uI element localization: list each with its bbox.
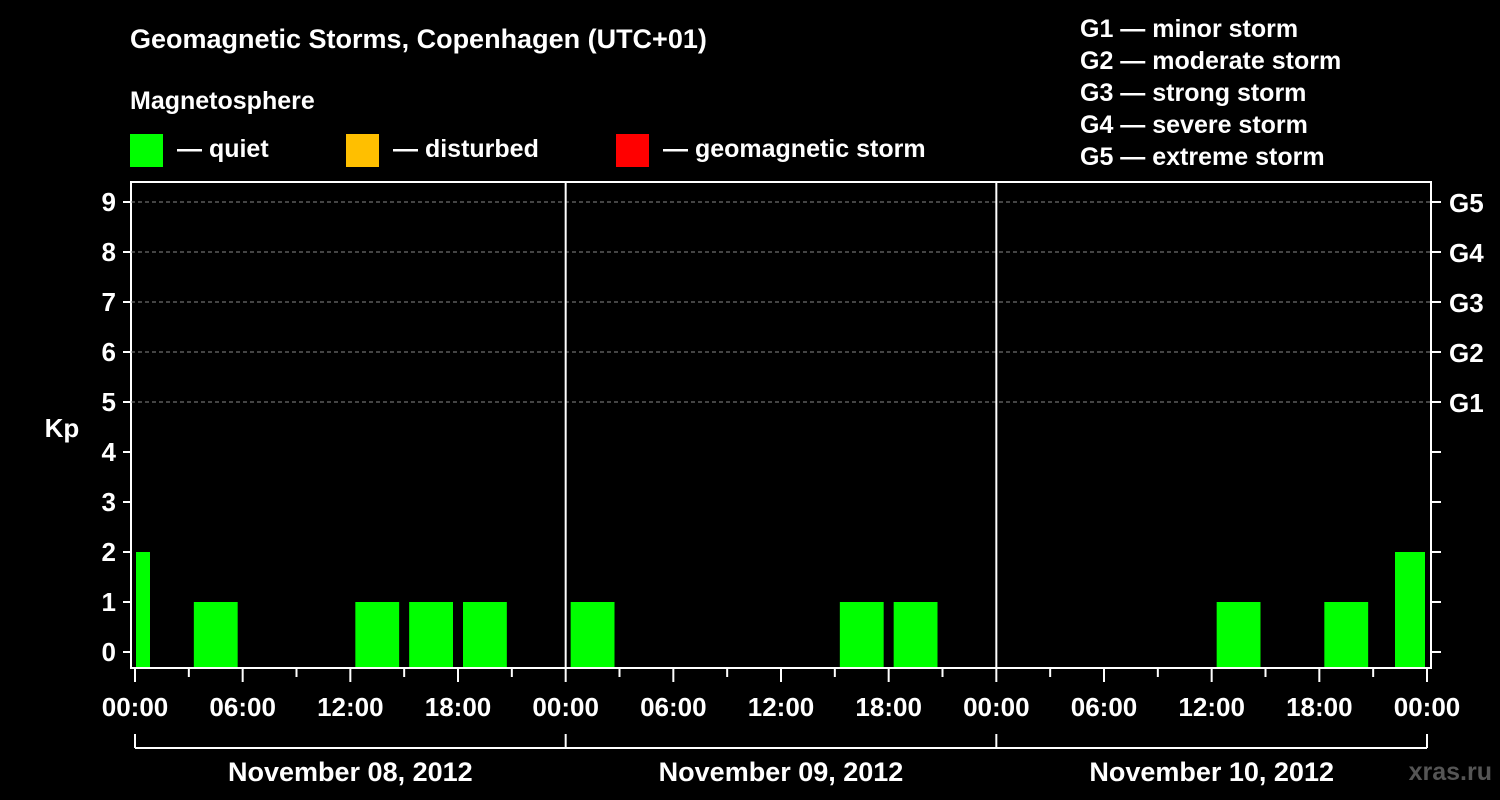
x-tick-label: 12:00 [317, 692, 384, 722]
g-level-label: G5 [1449, 188, 1484, 218]
y-tick-label: 0 [102, 637, 116, 667]
kp-bar [839, 602, 884, 667]
storm-scale-item: G1 — minor storm [1080, 15, 1298, 43]
legend-label: — disturbed [393, 135, 539, 163]
storm-scale-item: G2 — moderate storm [1080, 47, 1341, 75]
legend-label: — geomagnetic storm [663, 135, 926, 163]
legend: — quiet — disturbed — geomagnetic storm [130, 134, 926, 167]
day-label: November 08, 2012 [228, 757, 473, 787]
y-tick-label: 6 [102, 337, 116, 367]
x-tick-label: 18:00 [425, 692, 492, 722]
kp-bar [893, 602, 938, 667]
y-axis-label: Kp [45, 413, 80, 443]
kp-bar [463, 602, 507, 667]
y-tick-label: 9 [102, 187, 116, 217]
x-tick-label: 12:00 [748, 692, 815, 722]
kp-bar [355, 602, 400, 667]
legend-swatch [130, 134, 163, 167]
y-tick-label: 4 [102, 437, 117, 467]
storm-scale-legend: G1 — minor storm G2 — moderate storm G3 — … [1080, 15, 1341, 171]
y-tick-label: 5 [102, 387, 116, 417]
legend-label: — quiet [177, 135, 269, 163]
kp-bar [1216, 602, 1261, 667]
y-tick-label: 3 [102, 487, 116, 517]
y-tick-label: 8 [102, 237, 116, 267]
legend-swatch [616, 134, 649, 167]
legend-swatch [346, 134, 379, 167]
y-tick-label: 7 [102, 287, 116, 317]
x-tick-label: 00:00 [532, 692, 599, 722]
g-level-label: G2 [1449, 338, 1484, 368]
day-label: November 10, 2012 [1089, 757, 1334, 787]
x-tick-label: 18:00 [1286, 692, 1353, 722]
kp-bar [570, 602, 615, 667]
g-level-label: G1 [1449, 388, 1484, 418]
day-label: November 09, 2012 [659, 757, 904, 787]
y-tick-label: 2 [102, 537, 116, 567]
y-tick-label: 1 [102, 587, 116, 617]
x-tick-label: 06:00 [640, 692, 707, 722]
kp-bar [1324, 602, 1369, 667]
storm-scale-item: G5 — extreme storm [1080, 143, 1325, 171]
plot-frame [130, 181, 1432, 669]
x-tick-label: 06:00 [209, 692, 276, 722]
kp-bar [409, 602, 453, 667]
kp-bar [193, 602, 238, 667]
plot-area: 0 1 2 3 4 5 6 7 8 9 G1 G2 G3 G4 G5 00:00 06:00 12:00 18:00… [102, 181, 1484, 787]
g-level-label: G3 [1449, 288, 1484, 318]
magnetosphere-label: Magnetosphere [130, 87, 315, 115]
kp-bar [1395, 552, 1425, 667]
storm-scale-item: G4 — severe storm [1080, 111, 1308, 139]
kp-bar [136, 552, 150, 667]
x-tick-label: 06:00 [1071, 692, 1138, 722]
storm-scale-item: G3 — strong storm [1080, 79, 1306, 107]
watermark: xras.ru [1409, 758, 1492, 786]
x-tick-label: 00:00 [963, 692, 1030, 722]
g-level-label: G4 [1449, 238, 1484, 268]
x-tick-label: 12:00 [1178, 692, 1245, 722]
x-tick-label: 00:00 [1394, 692, 1461, 722]
chart-title: Geomagnetic Storms, Copenhagen (UTC+01) [130, 24, 707, 54]
x-tick-label: 18:00 [855, 692, 922, 722]
x-tick-label: 00:00 [102, 692, 169, 722]
